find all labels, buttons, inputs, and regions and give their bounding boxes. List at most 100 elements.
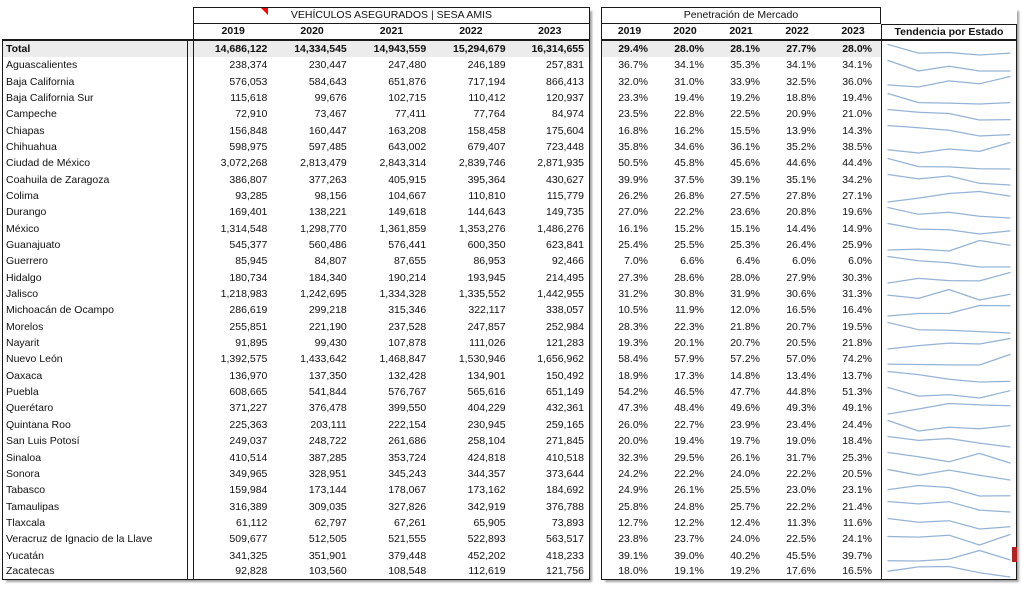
penetration-value-cell[interactable]: 15.1%: [730, 222, 760, 235]
insured-value-cell[interactable]: 424,818: [467, 451, 506, 464]
insured-value-cell[interactable]: 230,447: [308, 59, 347, 72]
trend-sparkline-cell[interactable]: [881, 122, 1017, 140]
state-label-cell[interactable]: Tabasco: [2, 482, 188, 499]
penetration-value-cell[interactable]: 38.5%: [842, 140, 872, 153]
insured-value-cell[interactable]: 214,495: [511, 269, 590, 287]
insured-value-cell[interactable]: 115,618: [193, 90, 272, 107]
insured-value-cell[interactable]: 104,667: [388, 190, 427, 203]
penetration-value-cell[interactable]: 12.0%: [730, 304, 760, 317]
year-header-2021[interactable]: 2021: [713, 24, 769, 41]
state-label-cell[interactable]: Michoacán de Ocampo: [2, 302, 188, 319]
insured-value-cell[interactable]: 1,335,552: [458, 288, 506, 301]
penetration-value-cell[interactable]: 19.4%: [674, 91, 704, 104]
insured-value-cell[interactable]: 1,433,642: [300, 353, 347, 366]
insured-value-cell[interactable]: 99,430: [314, 337, 347, 350]
penetration-value-cell[interactable]: 27.1%: [842, 190, 872, 203]
insured-value-cell[interactable]: 111,026: [469, 337, 506, 350]
penetration-value-cell[interactable]: 27.5%: [730, 190, 760, 203]
penetration-value-cell[interactable]: 28.0%: [730, 271, 760, 284]
penetration-value-cell[interactable]: 31.2%: [601, 286, 657, 303]
insured-value-cell[interactable]: 259,165: [511, 416, 590, 434]
insured-value-cell[interactable]: 115,779: [511, 188, 590, 205]
insured-value-cell[interactable]: 85,945: [193, 253, 272, 270]
insured-value-cell[interactable]: 1,353,276: [458, 222, 506, 235]
penetration-value-cell[interactable]: 22.2%: [674, 467, 704, 480]
penetration-value-cell[interactable]: 20.1%: [674, 337, 704, 350]
trend-sparkline-cell[interactable]: [881, 335, 1017, 352]
insured-value-cell[interactable]: 193,945: [467, 271, 506, 284]
insured-value-cell[interactable]: 576,053: [193, 73, 272, 91]
state-label-cell[interactable]: Durango: [2, 204, 188, 221]
penetration-value-cell[interactable]: 28.0%: [825, 41, 881, 58]
year-header-2021[interactable]: 2021: [351, 24, 432, 41]
penetration-value-cell[interactable]: 6.0%: [792, 255, 816, 268]
trend-sparkline-cell[interactable]: [881, 237, 1017, 254]
penetration-value-cell[interactable]: 19.0%: [786, 435, 816, 448]
insured-value-cell[interactable]: 258,104: [467, 435, 506, 448]
insured-value-cell[interactable]: 353,724: [388, 451, 427, 464]
insured-value-cell[interactable]: 150,492: [511, 367, 590, 385]
state-label-cell[interactable]: Sinaloa: [2, 449, 188, 466]
penetration-value-cell[interactable]: 27.3%: [601, 269, 657, 287]
insured-value-cell[interactable]: 84,974: [511, 106, 590, 123]
insured-value-cell[interactable]: 73,467: [314, 108, 347, 121]
penetration-value-cell[interactable]: 28.3%: [601, 318, 657, 336]
penetration-value-cell[interactable]: 32.5%: [786, 75, 816, 88]
insured-value-cell[interactable]: 386,807: [193, 171, 272, 189]
trend-sparkline-cell[interactable]: [881, 253, 1017, 270]
penetration-value-cell[interactable]: 15.2%: [674, 222, 704, 235]
penetration-value-cell[interactable]: 24.0%: [730, 467, 760, 480]
state-label-cell[interactable]: Campeche: [2, 106, 188, 123]
state-label-cell[interactable]: Baja California: [2, 73, 188, 91]
trend-sparkline-cell[interactable]: [881, 514, 1017, 532]
insured-value-cell[interactable]: 576,767: [388, 386, 427, 399]
penetration-value-cell[interactable]: 39.0%: [674, 549, 704, 562]
penetration-value-cell[interactable]: 22.5%: [786, 533, 816, 546]
penetration-value-cell[interactable]: 21.4%: [842, 500, 872, 513]
penetration-value-cell[interactable]: 22.2%: [674, 206, 704, 219]
state-label-cell[interactable]: Ciudad de México: [2, 155, 188, 172]
penetration-value-cell[interactable]: 34.6%: [674, 140, 704, 153]
penetration-value-cell[interactable]: 49.6%: [730, 402, 760, 415]
insured-value-cell[interactable]: 521,555: [388, 533, 427, 546]
penetration-value-cell[interactable]: 14.4%: [786, 222, 816, 235]
penetration-value-cell[interactable]: 34.1%: [786, 59, 816, 72]
penetration-value-cell[interactable]: 6.0%: [848, 255, 872, 268]
insured-value-cell[interactable]: 149,735: [511, 204, 590, 221]
insured-value-cell[interactable]: 866,413: [511, 73, 590, 91]
penetration-value-cell[interactable]: 19.3%: [601, 335, 657, 352]
insured-value-cell[interactable]: 257,831: [511, 57, 590, 74]
penetration-value-cell[interactable]: 28.0%: [657, 41, 713, 58]
insured-value-cell[interactable]: 149,618: [388, 206, 427, 219]
penetration-value-cell[interactable]: 35.1%: [786, 173, 816, 186]
penetration-value-cell[interactable]: 57.9%: [674, 353, 704, 366]
insured-value-cell[interactable]: 597,485: [308, 140, 347, 153]
insured-value-cell[interactable]: 156,848: [193, 122, 272, 140]
trend-sparkline-cell[interactable]: [881, 188, 1017, 205]
insured-value-cell[interactable]: 541,844: [308, 386, 347, 399]
penetration-value-cell[interactable]: 24.0%: [730, 533, 760, 546]
penetration-value-cell[interactable]: 16.5%: [786, 304, 816, 317]
insured-value-cell[interactable]: 86,953: [473, 255, 506, 268]
penetration-value-cell[interactable]: 15.5%: [730, 124, 760, 137]
insured-value-cell[interactable]: 432,361: [511, 400, 590, 417]
trend-sparkline-cell[interactable]: [881, 433, 1017, 450]
year-header-2023[interactable]: 2023: [825, 24, 881, 41]
penetration-value-cell[interactable]: 21.8%: [842, 337, 872, 350]
insured-value-cell[interactable]: 98,156: [314, 190, 347, 203]
penetration-value-cell[interactable]: 19.2%: [713, 564, 769, 581]
penetration-value-cell[interactable]: 32.3%: [601, 449, 657, 466]
state-label-cell[interactable]: Puebla: [2, 384, 188, 401]
penetration-value-cell[interactable]: 44.4%: [842, 157, 872, 170]
insured-value-cell[interactable]: 376,788: [511, 498, 590, 515]
insured-value-cell[interactable]: 255,851: [193, 318, 272, 336]
trend-sparkline-cell[interactable]: [881, 416, 1017, 434]
penetration-value-cell[interactable]: 17.6%: [769, 564, 825, 581]
state-label-cell[interactable]: Nayarit: [2, 335, 188, 352]
insured-value-cell[interactable]: 271,845: [511, 433, 590, 450]
state-label-cell[interactable]: Coahuila de Zaragoza: [2, 171, 188, 189]
penetration-value-cell[interactable]: 20.8%: [786, 206, 816, 219]
insured-value-cell[interactable]: 120,937: [511, 90, 590, 107]
insured-value-cell[interactable]: 14,943,559: [351, 41, 432, 58]
insured-value-cell[interactable]: 598,975: [193, 139, 272, 156]
